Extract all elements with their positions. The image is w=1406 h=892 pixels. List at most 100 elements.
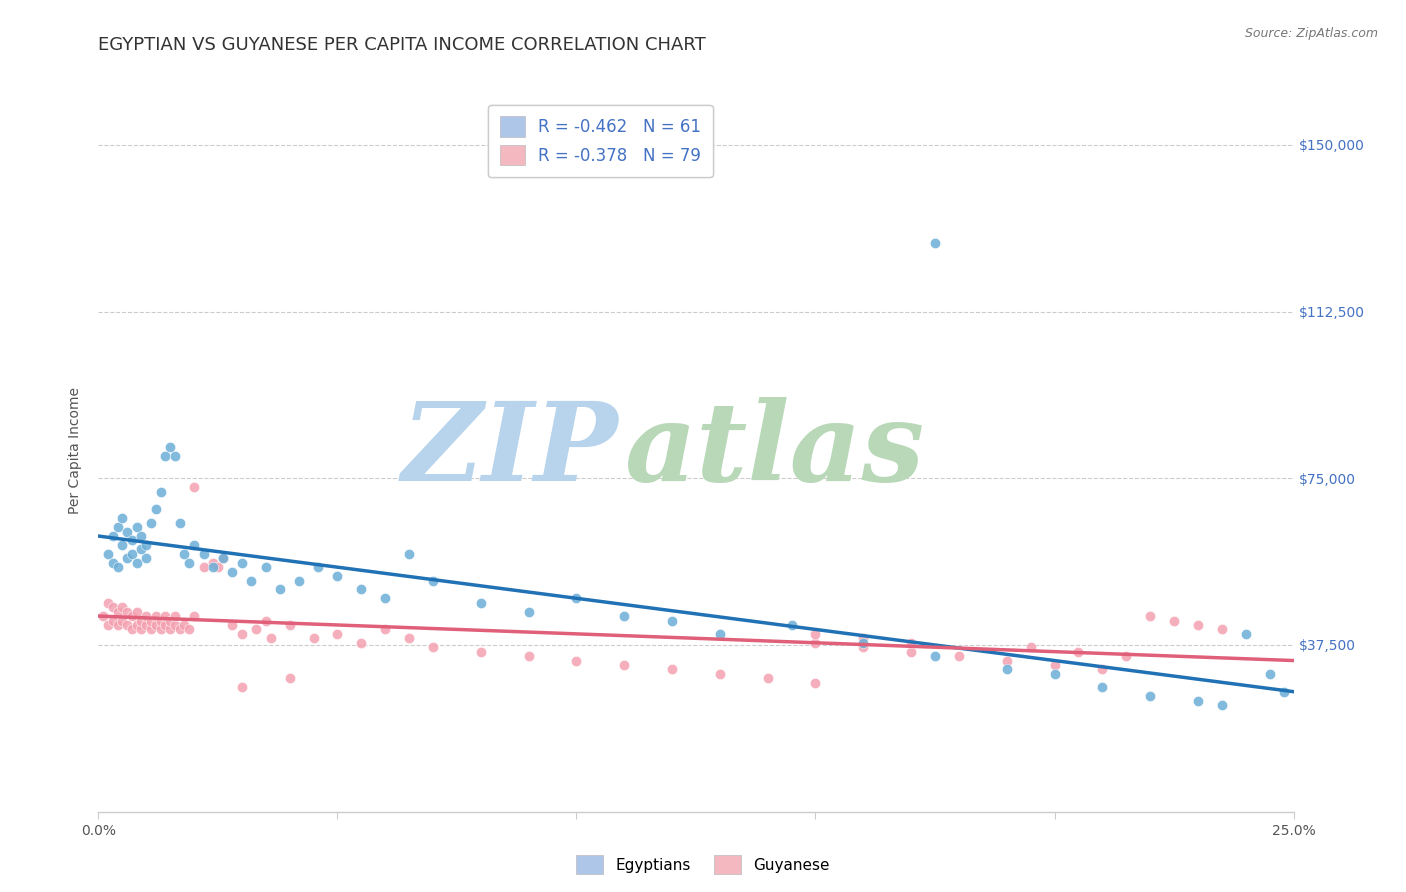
Point (183, 609, 205, 624)
Point (613, 658, 636, 673)
Point (135, 538, 157, 552)
Point (101, 614, 124, 628)
Point (1187, 693, 1209, 707)
Point (131, 623, 153, 637)
Point (155, 618, 177, 632)
Point (288, 574, 311, 588)
Point (709, 666, 731, 681)
Point (169, 516, 191, 530)
Point (1187, 618, 1209, 632)
Point (852, 636, 875, 650)
Point (221, 565, 243, 579)
Point (254, 614, 277, 628)
Point (131, 614, 153, 628)
Point (173, 618, 195, 632)
Point (115, 618, 138, 632)
Point (1139, 609, 1161, 624)
Point (115, 551, 138, 566)
Point (948, 649, 970, 664)
Point (139, 623, 162, 637)
Text: EGYPTIAN VS GUYANESE PER CAPITA INCOME CORRELATION CHART: EGYPTIAN VS GUYANESE PER CAPITA INCOME C… (98, 36, 706, 54)
Point (852, 640, 875, 655)
Point (155, 449, 177, 463)
Point (1258, 666, 1281, 681)
Point (107, 618, 129, 632)
Point (139, 516, 162, 530)
Text: Source: ZipAtlas.com: Source: ZipAtlas.com (1244, 27, 1378, 40)
Point (709, 627, 731, 641)
Point (613, 609, 636, 624)
Point (422, 574, 444, 588)
Point (398, 547, 420, 561)
Point (278, 671, 301, 685)
Point (125, 520, 148, 534)
Point (900, 636, 922, 650)
Point (1115, 649, 1137, 664)
Point (804, 627, 827, 641)
Point (231, 680, 253, 694)
Point (211, 551, 233, 566)
Point (231, 627, 253, 641)
Point (183, 538, 205, 552)
Point (924, 649, 946, 664)
Point (139, 614, 162, 628)
Point (145, 618, 167, 632)
Point (159, 614, 181, 628)
Point (135, 618, 157, 632)
Point (1234, 627, 1257, 641)
Point (163, 618, 186, 632)
Point (111, 614, 134, 628)
Point (115, 524, 138, 539)
Point (565, 591, 588, 606)
Point (111, 538, 134, 552)
Point (1043, 666, 1066, 681)
Point (149, 623, 172, 637)
Point (202, 556, 225, 570)
Point (254, 560, 277, 574)
Text: ZIP: ZIP (402, 397, 619, 504)
Point (565, 654, 588, 668)
Point (661, 662, 683, 676)
Point (169, 623, 191, 637)
Point (135, 609, 157, 624)
Legend: R = -0.462   N = 61, R = -0.378   N = 79: R = -0.462 N = 61, R = -0.378 N = 79 (488, 104, 713, 178)
Point (107, 560, 129, 574)
Point (1163, 614, 1185, 628)
Point (145, 502, 167, 516)
Point (1091, 662, 1114, 676)
Y-axis label: Per Capita Income: Per Capita Income (69, 387, 83, 514)
Point (193, 560, 215, 574)
Point (121, 623, 143, 637)
Point (107, 605, 129, 619)
Point (1211, 623, 1233, 637)
Point (1019, 640, 1042, 655)
Point (159, 623, 181, 637)
Point (125, 605, 148, 619)
Point (259, 632, 281, 646)
Point (121, 533, 143, 548)
Point (111, 511, 134, 525)
Point (924, 235, 946, 250)
Point (155, 609, 177, 624)
Point (1139, 689, 1161, 703)
Point (121, 609, 143, 624)
Point (179, 556, 201, 570)
Point (183, 480, 205, 494)
Point (97, 547, 120, 561)
Point (995, 662, 1018, 676)
Point (159, 440, 181, 454)
Point (350, 582, 373, 597)
Point (350, 636, 373, 650)
Point (517, 605, 540, 619)
Point (804, 675, 827, 690)
Point (852, 632, 875, 646)
Point (173, 547, 195, 561)
Point (1272, 684, 1295, 698)
Point (125, 556, 148, 570)
Point (1091, 680, 1114, 694)
Point (900, 645, 922, 659)
Point (179, 623, 201, 637)
Point (149, 484, 172, 499)
Point (91, 609, 114, 624)
Point (517, 649, 540, 664)
